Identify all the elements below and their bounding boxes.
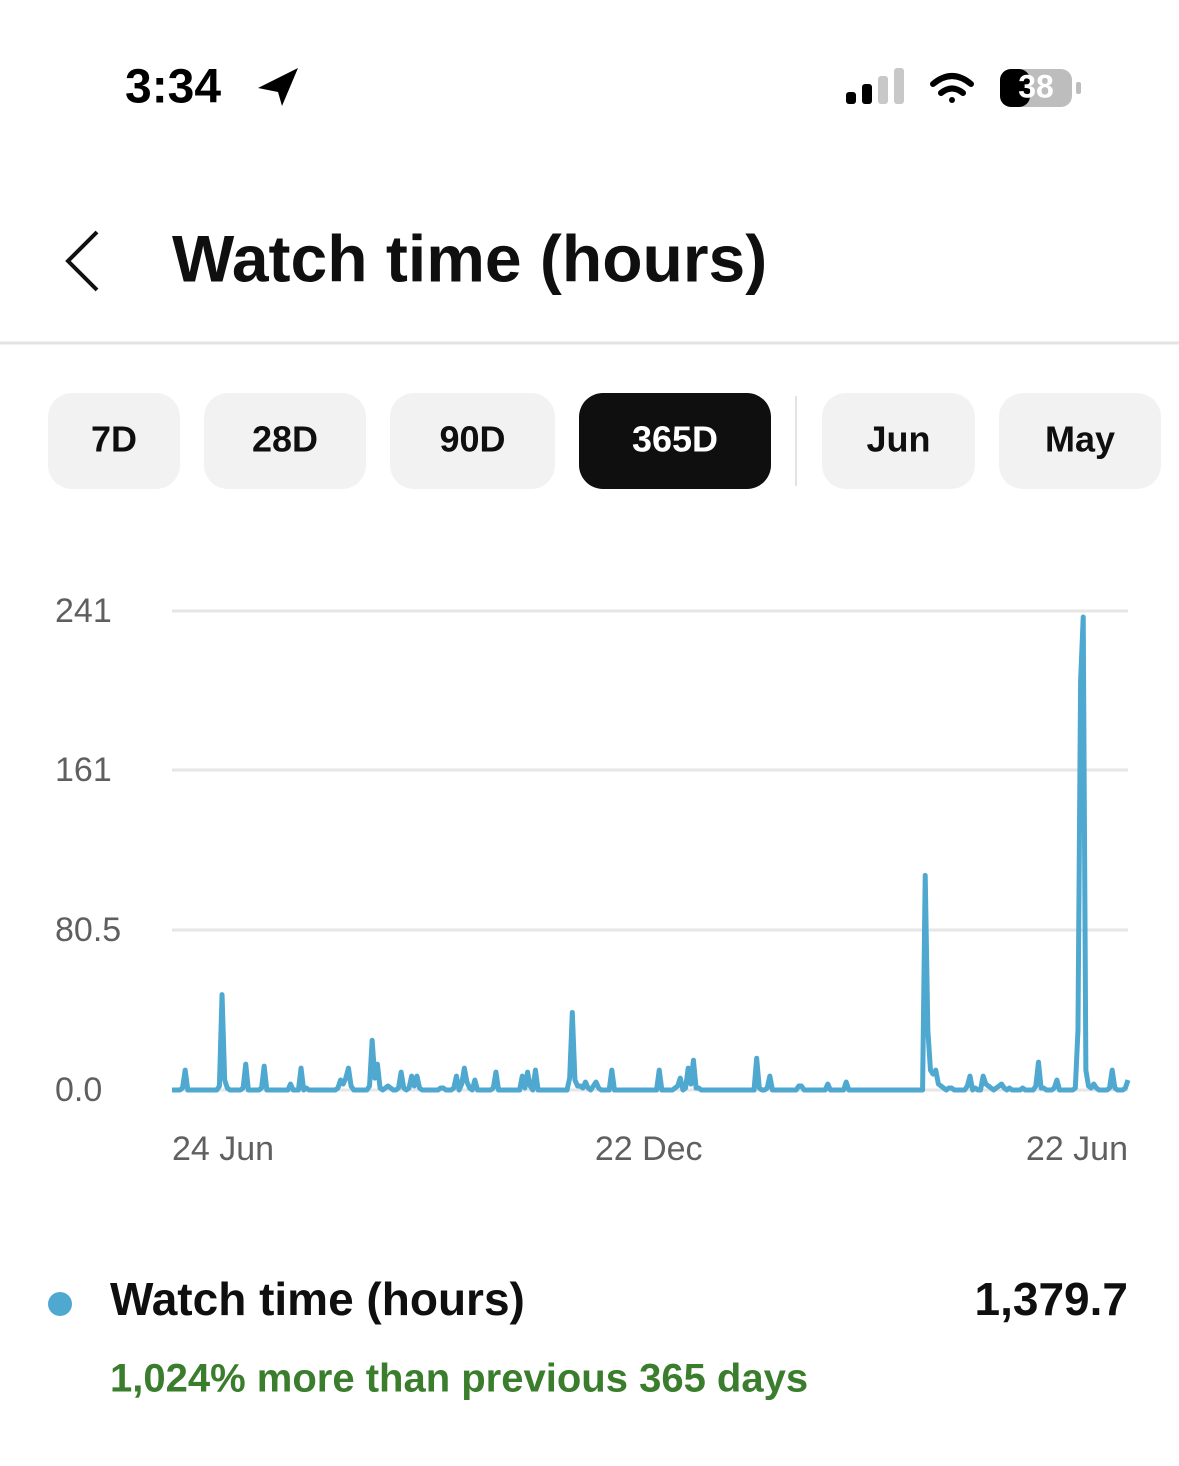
tab-background[interactable]: [579, 393, 771, 489]
tab[interactable]: Jun: [822, 393, 975, 489]
tab-label[interactable]: 7D: [91, 419, 137, 460]
wifi-icon: [930, 73, 974, 103]
back-button[interactable]: [65, 230, 99, 292]
total-value: 1,379.7: [975, 1273, 1128, 1325]
y-tick-label: 241: [55, 592, 112, 630]
y-tick-label: 0.0: [55, 1071, 102, 1109]
tab-background[interactable]: [204, 393, 366, 489]
x-tick-label: 22 Jun: [1026, 1130, 1128, 1168]
battery-icon: 38: [1000, 68, 1081, 107]
comparison-text: 1,024% more than previous 365 days: [110, 1357, 808, 1401]
status-time: 3:34: [125, 61, 221, 114]
legend-label: Watch time (hours): [110, 1273, 525, 1325]
battery-level: 38: [1018, 68, 1054, 104]
tab[interactable]: 28D: [204, 393, 366, 489]
signal-icon: [846, 68, 904, 104]
tab-label[interactable]: Jun: [866, 419, 930, 460]
legend-swatch: [48, 1292, 72, 1316]
tab[interactable]: 90D: [390, 393, 555, 489]
location-icon: [258, 68, 298, 106]
x-tick-label: 22 Dec: [595, 1130, 703, 1168]
tab[interactable]: 365D: [579, 393, 771, 489]
tab[interactable]: 7D: [48, 393, 180, 489]
x-tick-label: 24 Jun: [172, 1130, 274, 1168]
page-title: Watch time (hours): [172, 221, 767, 295]
tab-label[interactable]: 365D: [632, 419, 718, 460]
tab[interactable]: May: [999, 393, 1161, 489]
tab-bar: 7D 28D 90D 365D Jun May: [48, 393, 1161, 489]
tab-background[interactable]: [48, 393, 180, 489]
tab-background[interactable]: [390, 393, 555, 489]
tab-label[interactable]: 90D: [439, 419, 505, 460]
tab-label[interactable]: May: [1045, 419, 1115, 460]
tab-background[interactable]: [822, 393, 975, 489]
y-tick-label: 161: [55, 751, 112, 789]
tab-background[interactable]: [999, 393, 1161, 489]
chart: 0.0 80.5 161 241 24 Jun 22 Dec 22 Jun: [55, 592, 1131, 1168]
data-line: [172, 614, 1131, 1093]
y-tick-label: 80.5: [55, 911, 121, 949]
tab-label[interactable]: 28D: [252, 419, 318, 460]
